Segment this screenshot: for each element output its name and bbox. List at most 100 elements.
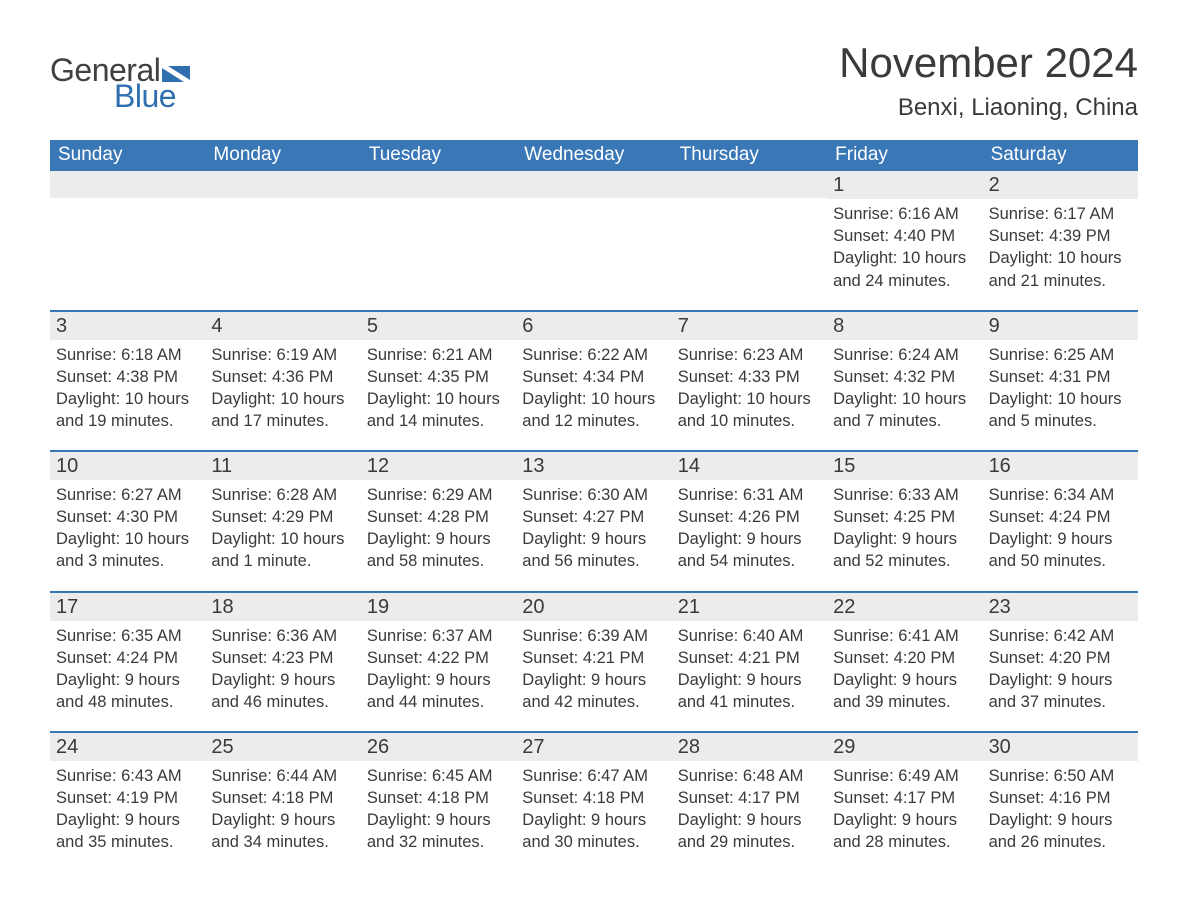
sunrise-line: Sunrise: 6:31 AM [678,484,821,506]
daylight-line: Daylight: 9 hours and 56 minutes. [522,528,665,572]
day-number: 29 [827,733,982,761]
day-cell: 10Sunrise: 6:27 AMSunset: 4:30 PMDayligh… [50,452,205,572]
daylight-line: Daylight: 10 hours and 14 minutes. [367,388,510,432]
day-cell: 16Sunrise: 6:34 AMSunset: 4:24 PMDayligh… [983,452,1138,572]
empty-day-cell [205,171,360,291]
day-cell: 4Sunrise: 6:19 AMSunset: 4:36 PMDaylight… [205,312,360,432]
sunrise-line: Sunrise: 6:49 AM [833,765,976,787]
day-body: Sunrise: 6:17 AMSunset: 4:39 PMDaylight:… [983,199,1138,291]
sunset-line: Sunset: 4:24 PM [989,506,1132,528]
day-cell: 2Sunrise: 6:17 AMSunset: 4:39 PMDaylight… [983,171,1138,291]
sunrise-line: Sunrise: 6:36 AM [211,625,354,647]
daylight-line: Daylight: 9 hours and 41 minutes. [678,669,821,713]
sunset-line: Sunset: 4:30 PM [56,506,199,528]
day-cell: 18Sunrise: 6:36 AMSunset: 4:23 PMDayligh… [205,593,360,713]
day-cell: 8Sunrise: 6:24 AMSunset: 4:32 PMDaylight… [827,312,982,432]
day-cell: 24Sunrise: 6:43 AMSunset: 4:19 PMDayligh… [50,733,205,853]
day-body: Sunrise: 6:48 AMSunset: 4:17 PMDaylight:… [672,761,827,853]
day-body: Sunrise: 6:28 AMSunset: 4:29 PMDaylight:… [205,480,360,572]
sunset-line: Sunset: 4:27 PM [522,506,665,528]
sunset-line: Sunset: 4:28 PM [367,506,510,528]
day-body: Sunrise: 6:50 AMSunset: 4:16 PMDaylight:… [983,761,1138,853]
empty-day-cell [50,171,205,291]
daylight-line: Daylight: 9 hours and 48 minutes. [56,669,199,713]
daylight-line: Daylight: 9 hours and 29 minutes. [678,809,821,853]
sunset-line: Sunset: 4:18 PM [367,787,510,809]
day-body: Sunrise: 6:18 AMSunset: 4:38 PMDaylight:… [50,340,205,432]
day-cell: 7Sunrise: 6:23 AMSunset: 4:33 PMDaylight… [672,312,827,432]
day-cell: 25Sunrise: 6:44 AMSunset: 4:18 PMDayligh… [205,733,360,853]
day-number: 4 [205,312,360,340]
daylight-line: Daylight: 9 hours and 30 minutes. [522,809,665,853]
day-number: 10 [50,452,205,480]
empty-day-cell [672,171,827,291]
day-number: 3 [50,312,205,340]
day-number: 18 [205,593,360,621]
day-number: 8 [827,312,982,340]
day-number: 11 [205,452,360,480]
day-cell: 27Sunrise: 6:47 AMSunset: 4:18 PMDayligh… [516,733,671,853]
day-cell: 23Sunrise: 6:42 AMSunset: 4:20 PMDayligh… [983,593,1138,713]
sunset-line: Sunset: 4:33 PM [678,366,821,388]
daylight-line: Daylight: 10 hours and 19 minutes. [56,388,199,432]
day-cell: 5Sunrise: 6:21 AMSunset: 4:35 PMDaylight… [361,312,516,432]
daylight-line: Daylight: 9 hours and 46 minutes. [211,669,354,713]
week-row: 3Sunrise: 6:18 AMSunset: 4:38 PMDaylight… [50,310,1138,432]
day-cell: 3Sunrise: 6:18 AMSunset: 4:38 PMDaylight… [50,312,205,432]
sunrise-line: Sunrise: 6:27 AM [56,484,199,506]
day-number: 22 [827,593,982,621]
sunset-line: Sunset: 4:25 PM [833,506,976,528]
day-number: 21 [672,593,827,621]
day-of-week-header: Saturday [983,140,1138,171]
day-cell: 9Sunrise: 6:25 AMSunset: 4:31 PMDaylight… [983,312,1138,432]
sunset-line: Sunset: 4:17 PM [678,787,821,809]
sunrise-line: Sunrise: 6:41 AM [833,625,976,647]
empty-day-cell [361,171,516,291]
day-body: Sunrise: 6:35 AMSunset: 4:24 PMDaylight:… [50,621,205,713]
sunset-line: Sunset: 4:39 PM [989,225,1132,247]
day-number: 28 [672,733,827,761]
day-cell: 15Sunrise: 6:33 AMSunset: 4:25 PMDayligh… [827,452,982,572]
day-cell: 22Sunrise: 6:41 AMSunset: 4:20 PMDayligh… [827,593,982,713]
day-body: Sunrise: 6:45 AMSunset: 4:18 PMDaylight:… [361,761,516,853]
day-body: Sunrise: 6:37 AMSunset: 4:22 PMDaylight:… [361,621,516,713]
sunrise-line: Sunrise: 6:30 AM [522,484,665,506]
logo-word-blue: Blue [114,78,176,115]
day-body: Sunrise: 6:27 AMSunset: 4:30 PMDaylight:… [50,480,205,572]
day-of-week-header: Monday [205,140,360,171]
day-body: Sunrise: 6:34 AMSunset: 4:24 PMDaylight:… [983,480,1138,572]
daylight-line: Daylight: 9 hours and 39 minutes. [833,669,976,713]
day-of-week-header: Sunday [50,140,205,171]
day-cell: 20Sunrise: 6:39 AMSunset: 4:21 PMDayligh… [516,593,671,713]
day-cell: 19Sunrise: 6:37 AMSunset: 4:22 PMDayligh… [361,593,516,713]
sunset-line: Sunset: 4:34 PM [522,366,665,388]
sunset-line: Sunset: 4:35 PM [367,366,510,388]
day-body: Sunrise: 6:16 AMSunset: 4:40 PMDaylight:… [827,199,982,291]
day-cell: 13Sunrise: 6:30 AMSunset: 4:27 PMDayligh… [516,452,671,572]
daylight-line: Daylight: 10 hours and 24 minutes. [833,247,976,291]
day-body: Sunrise: 6:33 AMSunset: 4:25 PMDaylight:… [827,480,982,572]
daylight-line: Daylight: 9 hours and 58 minutes. [367,528,510,572]
sunrise-line: Sunrise: 6:42 AM [989,625,1132,647]
daylight-line: Daylight: 10 hours and 17 minutes. [211,388,354,432]
day-number: 27 [516,733,671,761]
sunrise-line: Sunrise: 6:29 AM [367,484,510,506]
daylight-line: Daylight: 9 hours and 42 minutes. [522,669,665,713]
day-number: 15 [827,452,982,480]
calendar: SundayMondayTuesdayWednesdayThursdayFrid… [50,140,1138,853]
day-number: 9 [983,312,1138,340]
empty-day-bar [672,171,827,198]
daylight-line: Daylight: 10 hours and 21 minutes. [989,247,1132,291]
day-cell: 17Sunrise: 6:35 AMSunset: 4:24 PMDayligh… [50,593,205,713]
sunset-line: Sunset: 4:29 PM [211,506,354,528]
empty-day-cell [516,171,671,291]
sunrise-line: Sunrise: 6:35 AM [56,625,199,647]
day-cell: 11Sunrise: 6:28 AMSunset: 4:29 PMDayligh… [205,452,360,572]
daylight-line: Daylight: 9 hours and 54 minutes. [678,528,821,572]
sunrise-line: Sunrise: 6:28 AM [211,484,354,506]
day-number: 1 [827,171,982,199]
sunrise-line: Sunrise: 6:50 AM [989,765,1132,787]
sunset-line: Sunset: 4:16 PM [989,787,1132,809]
sunset-line: Sunset: 4:22 PM [367,647,510,669]
day-body: Sunrise: 6:24 AMSunset: 4:32 PMDaylight:… [827,340,982,432]
